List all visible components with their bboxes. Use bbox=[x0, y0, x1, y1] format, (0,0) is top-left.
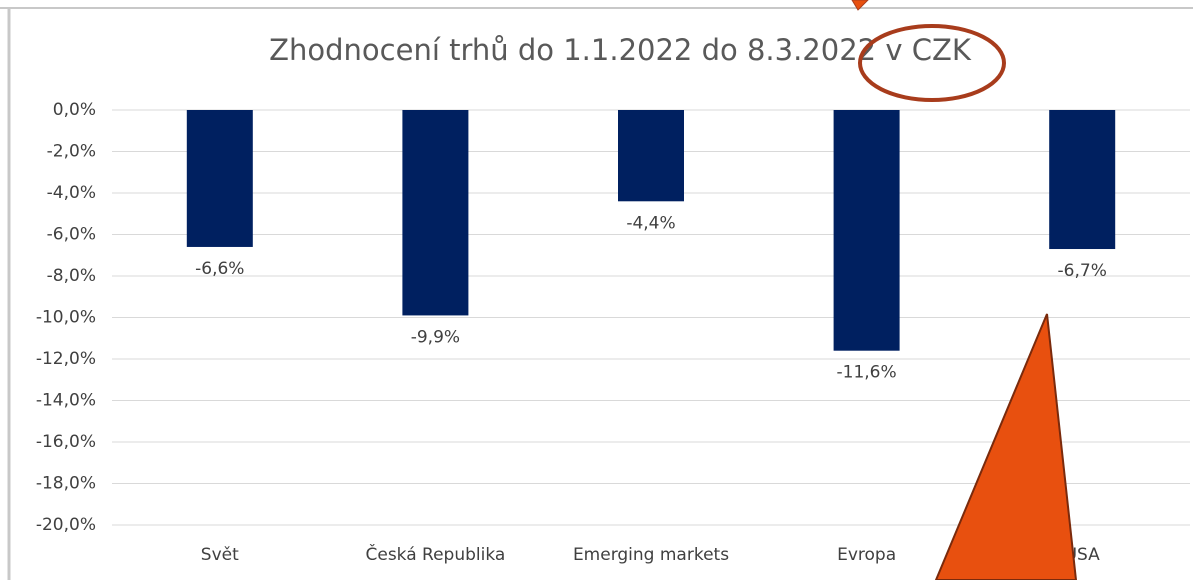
data-label: -6,7% bbox=[1058, 261, 1107, 281]
data-label: -6,6% bbox=[195, 259, 244, 279]
highlight-ellipse bbox=[858, 24, 1006, 102]
x-tick-label: Česká Republika bbox=[365, 543, 505, 565]
y-tick-label: -14,0% bbox=[36, 391, 96, 411]
y-tick-label: -18,0% bbox=[36, 474, 96, 494]
y-tick-label: -10,0% bbox=[36, 308, 96, 328]
bar bbox=[186, 110, 253, 247]
chart-title: Zhodnocení trhů do 1.1.2022 do 8.3.2022 … bbox=[269, 33, 972, 67]
data-label: -11,6% bbox=[837, 363, 897, 383]
callout-pointer bbox=[934, 313, 1078, 580]
y-tick-label: -12,0% bbox=[36, 349, 96, 369]
bar bbox=[402, 110, 469, 316]
data-label: -9,9% bbox=[411, 327, 460, 347]
y-tick-label: -2,0% bbox=[47, 142, 96, 162]
y-tick-label: 0,0% bbox=[53, 100, 96, 120]
bar bbox=[618, 110, 684, 202]
x-tick-label: Evropa bbox=[837, 545, 896, 565]
x-tick-label: Svět bbox=[201, 545, 239, 565]
y-tick-label: -6,0% bbox=[47, 225, 96, 245]
y-tick-label: -16,0% bbox=[36, 432, 96, 452]
y-tick-label: -4,0% bbox=[47, 183, 96, 203]
plot: 0,0% -2,0% -4,0% -6,0% -8,0% -10,0% -12,0% -14,… bbox=[36, 100, 1190, 565]
y-tick-label: -20,0% bbox=[36, 515, 96, 535]
data-label: -4,4% bbox=[626, 213, 675, 233]
bar bbox=[833, 110, 900, 351]
bar bbox=[1049, 110, 1116, 250]
y-tick-label: -8,0% bbox=[47, 266, 96, 286]
x-tick-label: Emerging markets bbox=[573, 545, 729, 565]
arrow-tip bbox=[851, 0, 869, 11]
